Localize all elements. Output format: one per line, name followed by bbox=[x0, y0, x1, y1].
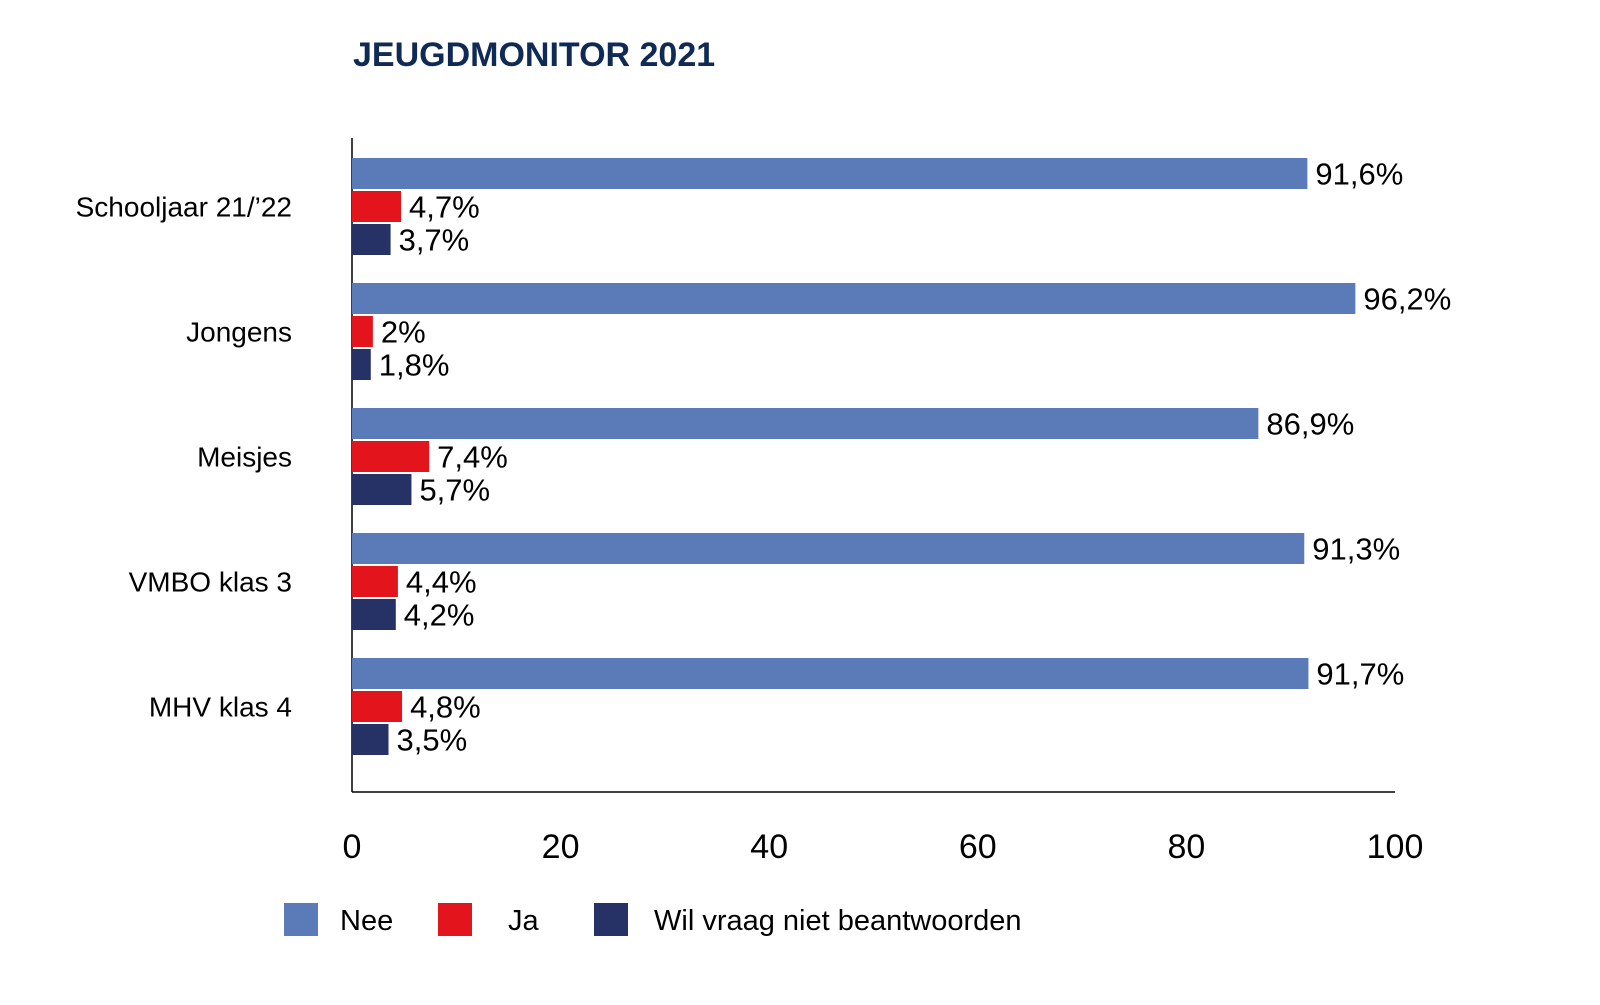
bar bbox=[352, 658, 1309, 689]
data-label: 4,8% bbox=[410, 690, 481, 725]
x-tick-label: 100 bbox=[1367, 828, 1424, 866]
bar bbox=[352, 349, 371, 380]
legend-swatch bbox=[594, 903, 628, 936]
category-label: VMBO klas 3 bbox=[129, 567, 292, 598]
bar bbox=[352, 533, 1305, 564]
x-tick-label: 20 bbox=[542, 828, 580, 866]
legend-swatch bbox=[284, 903, 318, 936]
data-label: 7,4% bbox=[437, 440, 508, 475]
category-label: Schooljaar 21/’22 bbox=[76, 192, 292, 223]
x-tick-label: 80 bbox=[1167, 828, 1205, 866]
chart-title: JEUGDMONITOR 2021 bbox=[353, 36, 716, 74]
data-label: 91,7% bbox=[1316, 657, 1404, 692]
bar bbox=[352, 441, 430, 472]
x-tick-label: 0 bbox=[343, 828, 362, 866]
data-label: 3,7% bbox=[399, 223, 470, 258]
x-tick-label: 60 bbox=[959, 828, 997, 866]
bar bbox=[352, 599, 396, 630]
data-label: 4,4% bbox=[406, 565, 477, 600]
data-label: 1,8% bbox=[379, 348, 450, 383]
bar bbox=[352, 283, 1356, 314]
data-label: 96,2% bbox=[1363, 282, 1451, 317]
data-label: 4,2% bbox=[404, 598, 475, 633]
x-tick-label: 40 bbox=[750, 828, 788, 866]
category-label: Meisjes bbox=[197, 442, 292, 473]
category-label: Jongens bbox=[186, 317, 292, 348]
data-label: 4,7% bbox=[409, 190, 480, 225]
data-label: 91,3% bbox=[1312, 532, 1400, 567]
bar bbox=[352, 191, 402, 222]
bar bbox=[352, 474, 412, 505]
legend-label: Nee bbox=[340, 905, 393, 937]
bar bbox=[352, 224, 391, 255]
category-label: MHV klas 4 bbox=[149, 692, 292, 723]
legend-label: Wil vraag niet beantwoorden bbox=[654, 905, 1022, 937]
data-label: 3,5% bbox=[397, 723, 468, 758]
bar bbox=[352, 566, 398, 597]
data-label: 5,7% bbox=[419, 473, 490, 508]
data-label: 91,6% bbox=[1315, 157, 1403, 192]
bar bbox=[352, 691, 403, 722]
bar bbox=[352, 724, 389, 755]
bar bbox=[352, 408, 1259, 439]
legend-label: Ja bbox=[508, 905, 540, 937]
data-label: 86,9% bbox=[1266, 407, 1354, 442]
data-label: 2% bbox=[381, 315, 426, 350]
bar bbox=[352, 316, 373, 347]
bar bbox=[352, 158, 1308, 189]
legend-swatch bbox=[438, 903, 472, 936]
